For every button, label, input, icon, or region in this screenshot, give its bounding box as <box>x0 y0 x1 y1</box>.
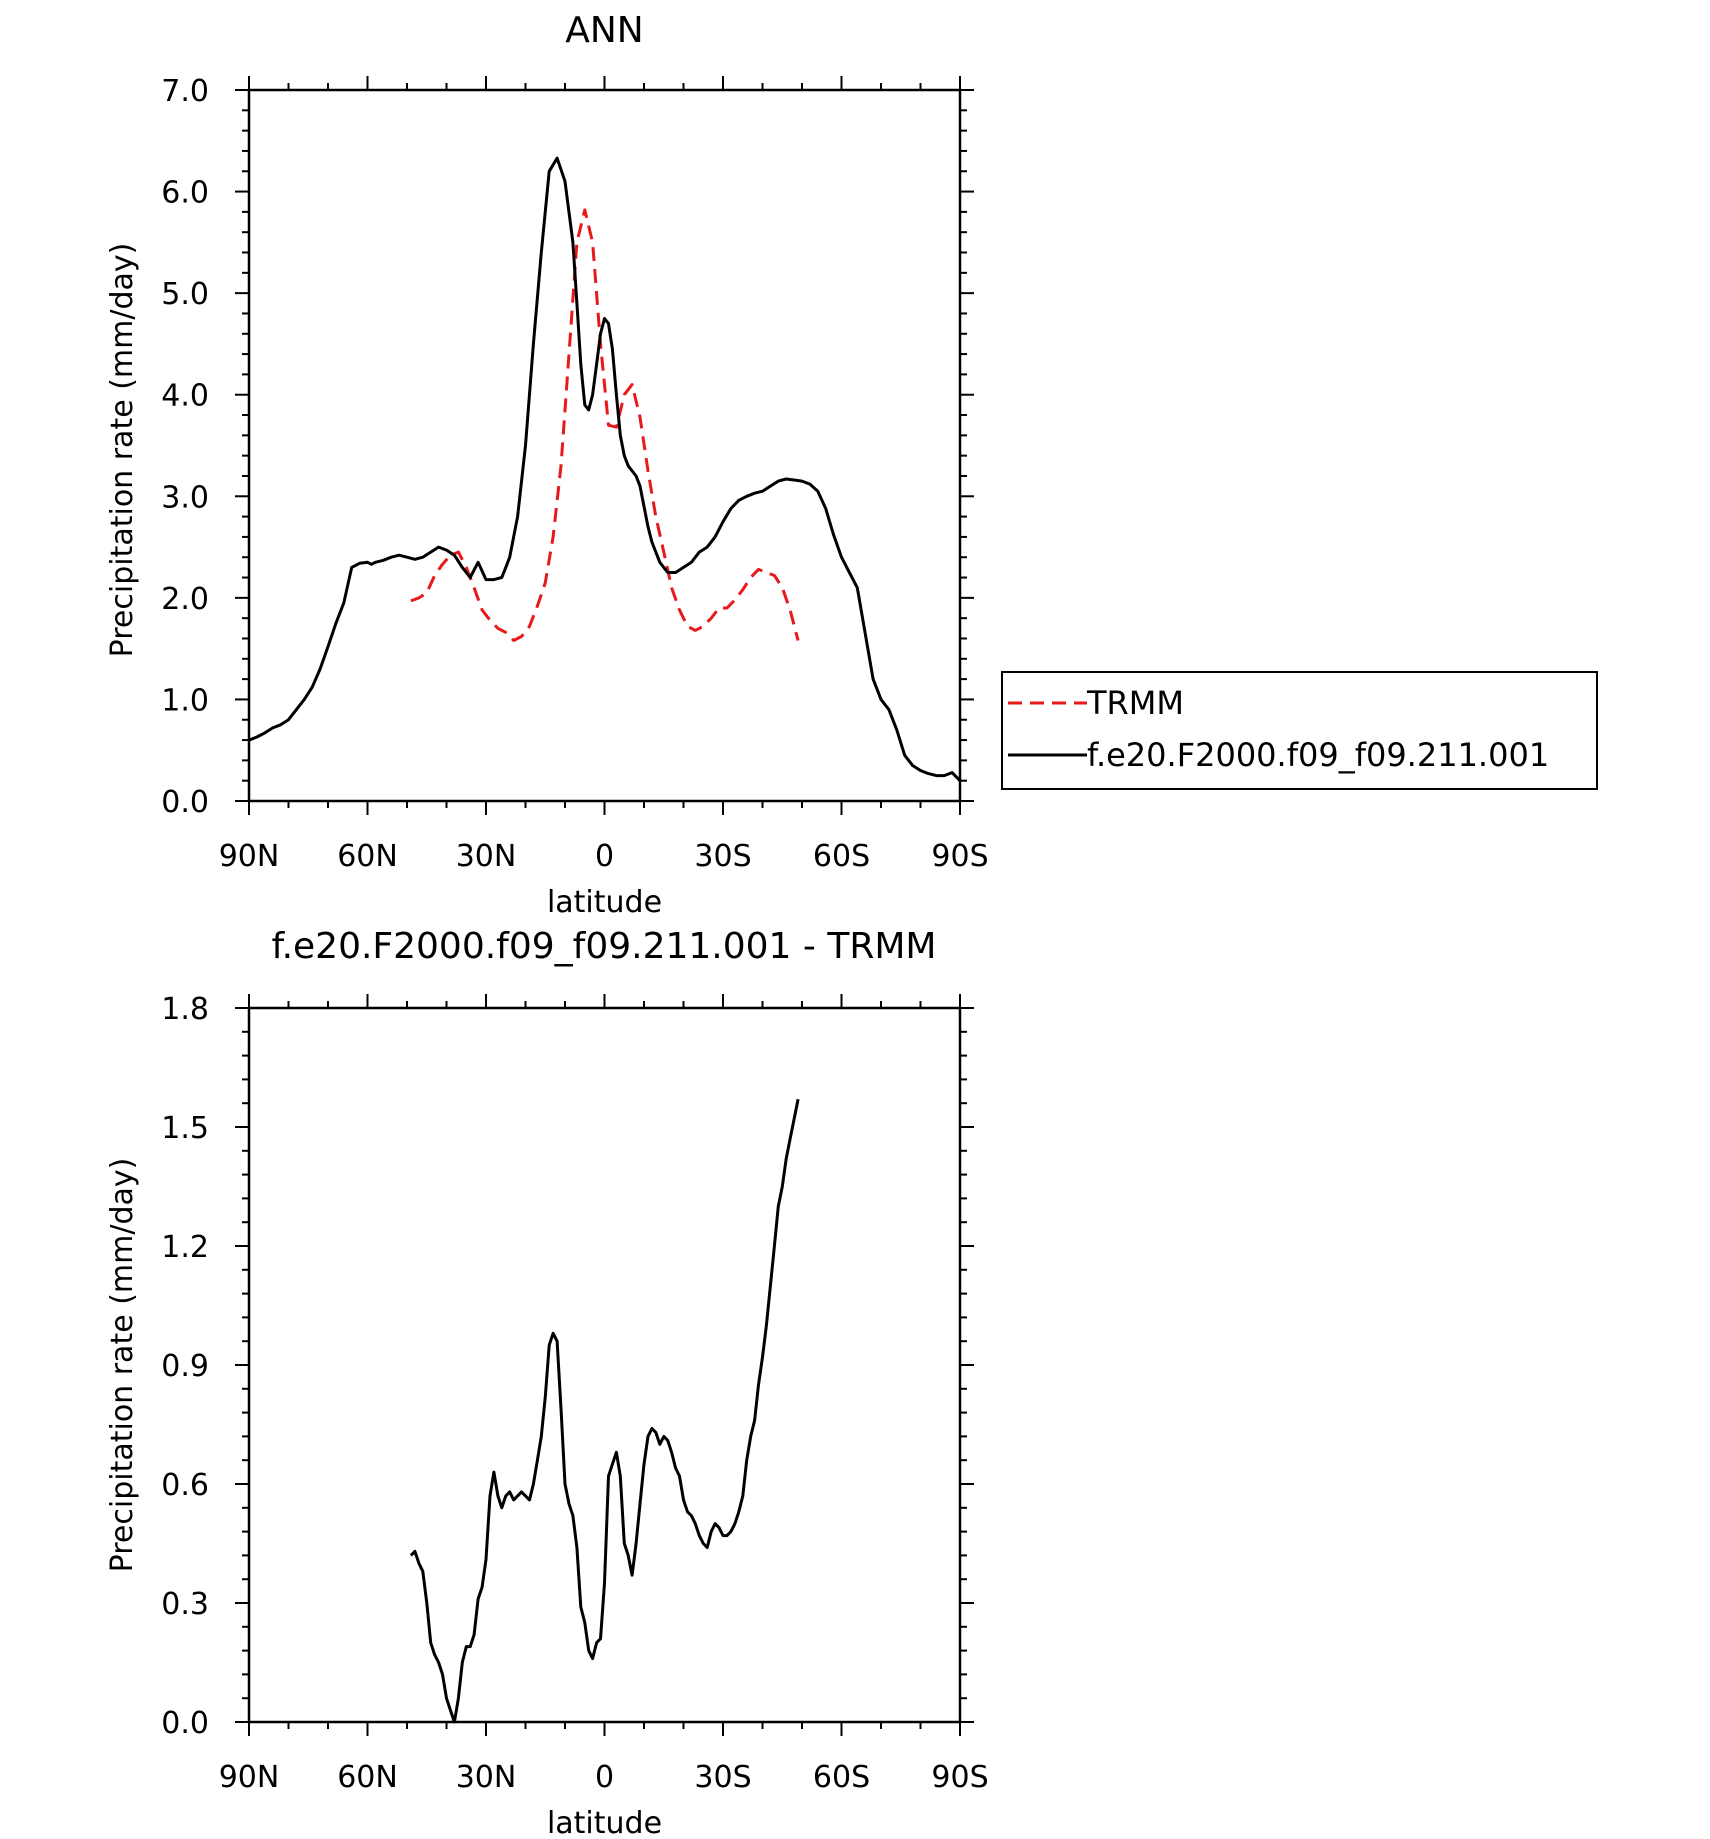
x-tick-label: 90S <box>931 839 988 874</box>
x-tick-label: 90S <box>931 1760 988 1795</box>
legend-box <box>1001 671 1598 790</box>
x-tick-label: 90N <box>219 839 280 874</box>
y-axis-label: Precipitation rate (mm/day) <box>105 243 140 658</box>
plot-frame <box>247 88 962 803</box>
y-tick-label: 6.0 <box>161 176 209 211</box>
x-tick-label: 60S <box>813 839 870 874</box>
x-tick-label: 30N <box>456 839 517 874</box>
y-tick-label: 0.0 <box>161 785 209 820</box>
y-tick-label: 1.0 <box>161 683 209 718</box>
series-line-1 <box>410 208 800 642</box>
chart-panel-2: f.e20.F2000.f09_f09.211.001 - TRMM 90N 60N… <box>105 926 989 1839</box>
y-tick-label: 0.6 <box>161 1468 209 1503</box>
series-line-2 <box>248 156 962 782</box>
x-axis-label: latitude <box>547 885 662 920</box>
y-tick-label: 0.9 <box>161 1349 209 1384</box>
y-tick-label: 5.0 <box>161 277 209 312</box>
legend-label: f.e20.F2000.f09_f09.211.001 <box>1087 736 1549 774</box>
chart-title: f.e20.F2000.f09_f09.211.001 - TRMM <box>272 926 937 967</box>
x-tick-label: 0 <box>595 839 614 874</box>
x-axis-label: latitude <box>547 1806 662 1839</box>
x-tick-label: 60N <box>337 839 398 874</box>
plot-frame <box>247 1006 962 1724</box>
chart-title: ANN <box>565 10 644 51</box>
x-tick-label: 30S <box>694 839 751 874</box>
legend-label: TRMM <box>1086 684 1184 722</box>
legend: TRMM f.e20.F2000.f09_f09.211.001 <box>1001 671 1598 790</box>
y-axis-label: Precipitation rate (mm/day) <box>105 1158 140 1573</box>
x-tick-label: 60S <box>813 1760 870 1795</box>
x-tick-label: 90N <box>219 1760 280 1795</box>
x-tick-label: 0 <box>595 1760 614 1795</box>
chart-panel-1: ANN 90N 60N 30N 0 30S 60S 90S latitude 0.0 1.0 2.0 3… <box>105 10 1598 920</box>
x-tick-label: 30S <box>694 1760 751 1795</box>
y-tick-label: 1.2 <box>161 1230 209 1265</box>
y-tick-label: 4.0 <box>161 379 209 414</box>
y-tick-label: 1.8 <box>161 992 209 1027</box>
y-tick-label: 2.0 <box>161 582 209 617</box>
y-tick-label: 1.5 <box>161 1111 209 1146</box>
x-tick-label: 60N <box>337 1760 398 1795</box>
y-tick-label: 3.0 <box>161 480 209 515</box>
x-tick-label: 30N <box>456 1760 517 1795</box>
y-tick-label: 0.3 <box>161 1587 209 1622</box>
series-line-1 <box>409 1098 800 1724</box>
y-tick-label: 0.0 <box>161 1706 209 1741</box>
y-tick-label: 7.0 <box>161 74 209 109</box>
